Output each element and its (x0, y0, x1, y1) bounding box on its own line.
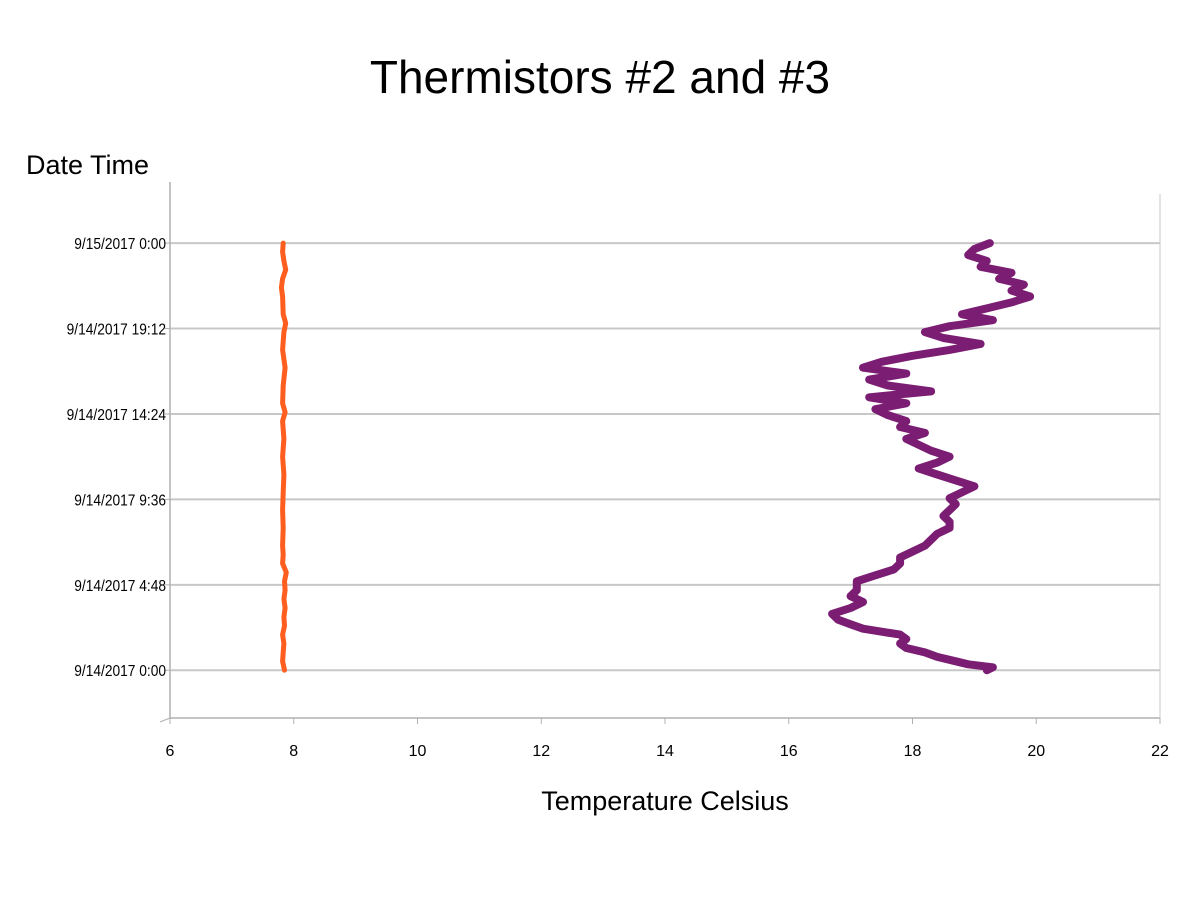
x-tick-label: 12 (532, 743, 550, 760)
chart-title: Thermistors #2 and #3 (369, 51, 831, 103)
y-tick-label: 9/14/2017 9:36 (74, 491, 166, 509)
y-tick-label: 9/14/2017 0:00 (74, 662, 166, 680)
x-tick-label: 10 (409, 743, 427, 760)
grid-lines (170, 242, 1160, 672)
x-tick-label: 22 (1151, 743, 1169, 760)
x-tick-label: 8 (289, 743, 298, 760)
axis-corner-tick (159, 717, 171, 723)
x-tick-labels: 6 8 10 12 14 16 18 20 22 (166, 743, 1169, 760)
x-tick-label: 16 (780, 743, 798, 760)
y-tick-label: 9/14/2017 19:12 (67, 321, 166, 339)
y-tick-labels: 9/14/2017 0:00 9/14/2017 4:48 9/14/2017 9:… (67, 235, 166, 680)
y-tick-label: 9/15/2017 0:00 (74, 235, 166, 253)
series-lines (278, 239, 1035, 675)
x-tick-label: 6 (166, 743, 175, 760)
series-line-2 (828, 239, 1035, 675)
x-tick-label: 14 (656, 743, 674, 760)
series-line-1 (278, 240, 289, 673)
x-tick-label: 18 (904, 743, 922, 760)
y-tick-label: 9/14/2017 4:48 (74, 577, 166, 595)
y-tick-label: 9/14/2017 14:24 (67, 406, 166, 424)
y-axis-title: Date Time (26, 150, 150, 180)
x-axis-title: Temperature Celsius (541, 786, 789, 816)
axes (159, 182, 1161, 724)
x-tick-label: 20 (1027, 743, 1045, 760)
